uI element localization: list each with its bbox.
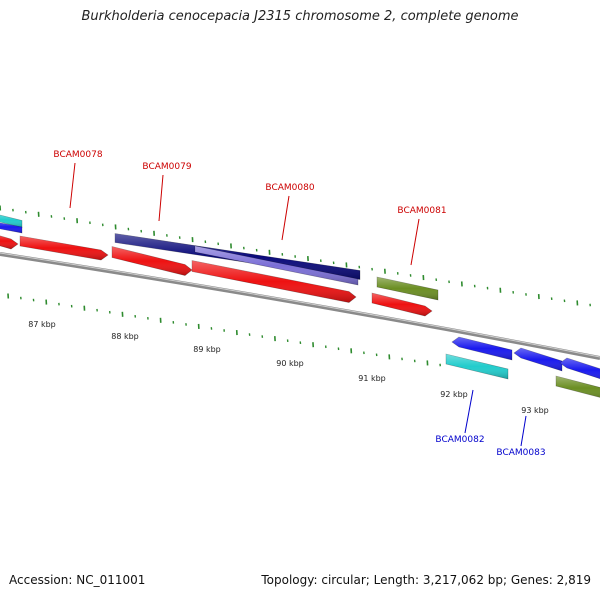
gene-bcam0081-feature-shading <box>377 277 438 300</box>
gene-label-leader <box>281 195 290 241</box>
cds-feature-shading <box>0 215 22 228</box>
feature-track <box>0 214 600 398</box>
gene-label-leader <box>158 174 164 222</box>
cds-feature-shading <box>372 293 432 316</box>
genome-stats-text: Topology: circular; Length: 3,217,062 bp… <box>261 573 591 587</box>
kbp-scale: 87 kbp 88 kbp 89 kbp 90 kbp 91 kbp 92 kbp 93 k… <box>28 320 549 415</box>
kbp-label: 93 kbp <box>521 406 549 415</box>
chromosome-backbone <box>0 252 600 360</box>
accession-text: Accession: NC_011001 <box>9 573 146 587</box>
gene-bcam0083-feature-shading <box>556 376 600 398</box>
kbp-label: 89 kbp <box>193 345 221 354</box>
cds-feature-shading <box>20 236 108 260</box>
kbp-label: 88 kbp <box>111 332 139 341</box>
gene-label-bcam0082: BCAM0082 <box>435 435 484 445</box>
kbp-label: 90 kbp <box>276 359 304 368</box>
chromosome-backbone-highlight <box>0 252 600 358</box>
gene-label-leader <box>464 389 474 434</box>
cds-feature-shading <box>514 348 562 371</box>
outer-tick-track <box>0 205 591 307</box>
cds-feature-shading <box>0 222 22 233</box>
gene-label-bcam0081: BCAM0081 <box>397 206 446 216</box>
cds-feature-shading <box>192 260 356 303</box>
kbp-label: 87 kbp <box>28 320 56 329</box>
gene-label-leader <box>520 415 527 447</box>
gene-label-leader <box>69 162 76 209</box>
gene-bcam0082-feature-shading <box>446 354 508 379</box>
gene-label-bcam0078: BCAM0078 <box>53 150 102 160</box>
cds-feature-shading <box>112 246 192 276</box>
gene-label-bcam0079: BCAM0079 <box>142 162 191 172</box>
gene-label-bcam0083: BCAM0083 <box>496 448 545 458</box>
cds-feature-shading <box>0 235 18 249</box>
map-title: Burkholderia cenocepacia J2315 chromosom… <box>81 9 519 24</box>
kbp-label: 91 kbp <box>358 374 386 383</box>
inner-tick-track <box>7 293 441 367</box>
kbp-label: 92 kbp <box>440 390 468 399</box>
cds-feature-shading <box>560 358 600 379</box>
gene-label-leader <box>410 218 420 266</box>
gene-labels: BCAM0078 BCAM0079 BCAM0080 BCAM0081 BCAM0082… <box>53 150 545 458</box>
gene-bcam0080-feature-shading <box>195 246 358 285</box>
gene-label-bcam0080: BCAM0080 <box>265 183 314 193</box>
cds-feature-shading <box>452 337 512 360</box>
